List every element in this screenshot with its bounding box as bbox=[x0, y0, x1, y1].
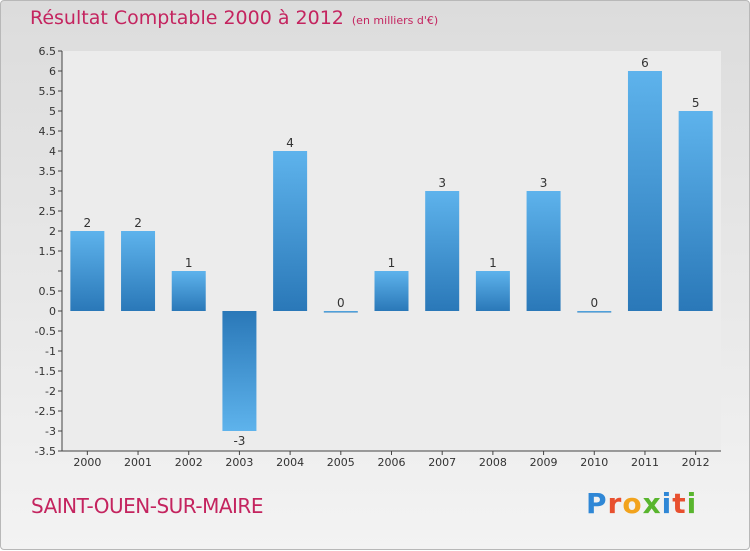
chart-title: Résultat Comptable 2000 à 2012 (en millie… bbox=[30, 7, 438, 29]
y-tick-label: 4.5 bbox=[39, 125, 57, 138]
x-tick-label: 2003 bbox=[225, 456, 253, 469]
bar-value-label: -3 bbox=[233, 434, 245, 448]
y-tick-label: -0.5 bbox=[35, 325, 56, 338]
logo-letter: x bbox=[642, 487, 662, 520]
y-tick-label: 0.5 bbox=[39, 285, 57, 298]
x-tick-label: 2001 bbox=[124, 456, 152, 469]
y-tick-label: -2 bbox=[45, 385, 56, 398]
x-tick-label: 2005 bbox=[327, 456, 355, 469]
bar-value-label: 0 bbox=[337, 296, 345, 310]
y-tick-label: 2 bbox=[49, 225, 56, 238]
y-tick-label: -1.5 bbox=[35, 365, 56, 378]
y-tick-label: 5 bbox=[49, 105, 56, 118]
x-tick-label: 2011 bbox=[631, 456, 659, 469]
bar bbox=[526, 191, 561, 311]
x-tick-label: 2004 bbox=[276, 456, 304, 469]
x-tick-label: 2007 bbox=[428, 456, 456, 469]
bar-value-label: 2 bbox=[134, 216, 142, 230]
y-tick-label: 0 bbox=[49, 305, 56, 318]
y-tick-label: 1.5 bbox=[39, 245, 57, 258]
bar-value-label: 1 bbox=[185, 256, 193, 270]
y-tick-label: 3 bbox=[49, 185, 56, 198]
x-tick-label: 2002 bbox=[175, 456, 203, 469]
y-tick-label: -2.5 bbox=[35, 405, 56, 418]
bar bbox=[577, 311, 612, 313]
bar-value-label: 3 bbox=[438, 176, 446, 190]
bar-value-label: 6 bbox=[641, 56, 649, 70]
y-tick-label: 6 bbox=[49, 65, 56, 78]
x-tick-label: 2012 bbox=[682, 456, 710, 469]
chart-title-text: Résultat Comptable 2000 à 2012 bbox=[30, 7, 344, 29]
bar-value-label: 0 bbox=[590, 296, 598, 310]
y-tick-label: 2.5 bbox=[39, 205, 57, 218]
y-tick-label: 3.5 bbox=[39, 165, 57, 178]
proxiti-logo: Proxiti bbox=[586, 487, 697, 520]
logo-letter: t bbox=[672, 487, 687, 520]
bar bbox=[323, 311, 358, 313]
logo-letter: i bbox=[661, 487, 673, 520]
bar bbox=[121, 231, 156, 311]
bar bbox=[627, 71, 662, 311]
bar bbox=[70, 231, 105, 311]
x-tick-label: 2006 bbox=[378, 456, 406, 469]
x-tick-label: 2008 bbox=[479, 456, 507, 469]
x-tick-label: 2010 bbox=[580, 456, 608, 469]
y-tick-label: -3.5 bbox=[35, 445, 56, 458]
bar-value-label: 5 bbox=[692, 96, 700, 110]
bar-value-label: 1 bbox=[489, 256, 497, 270]
logo-letter: r bbox=[607, 487, 623, 520]
bar bbox=[273, 151, 308, 311]
bar-value-label: 2 bbox=[84, 216, 92, 230]
y-tick-label: 6.5 bbox=[39, 45, 57, 58]
logo-letter: P bbox=[586, 487, 608, 520]
chart-subtitle: (en milliers d'€) bbox=[351, 14, 439, 27]
bar bbox=[475, 271, 510, 311]
x-tick-label: 2009 bbox=[530, 456, 558, 469]
y-tick-label: 5.5 bbox=[39, 85, 57, 98]
bar bbox=[678, 111, 713, 311]
bar-value-label: 1 bbox=[388, 256, 396, 270]
logo-letter: o bbox=[622, 487, 643, 520]
plot-area bbox=[62, 51, 721, 451]
x-tick-label: 2000 bbox=[73, 456, 101, 469]
bar bbox=[171, 271, 206, 311]
y-tick-label: 4 bbox=[49, 145, 56, 158]
y-tick-label: -3 bbox=[45, 425, 56, 438]
commune-name: SAINT-OUEN-SUR-MAIRE bbox=[31, 494, 263, 518]
bar bbox=[374, 271, 409, 311]
bar-value-label: 4 bbox=[286, 136, 294, 150]
bar bbox=[425, 191, 460, 311]
y-tick-label: -1 bbox=[45, 345, 56, 358]
bar-value-label: 3 bbox=[540, 176, 548, 190]
bar bbox=[222, 311, 257, 431]
logo-letter: i bbox=[686, 487, 698, 520]
